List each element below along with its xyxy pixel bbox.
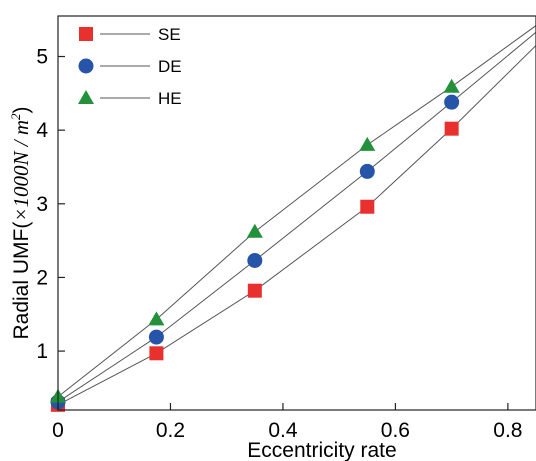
x-tick-label: 0.8 xyxy=(493,419,522,442)
legend-marker-he xyxy=(78,90,94,104)
plot-markers xyxy=(50,78,460,412)
legend-label-de: DE xyxy=(158,57,182,76)
plot-lines xyxy=(57,25,536,406)
legend-label-se: SE xyxy=(158,25,181,44)
y-axis-title-exponent: 2 xyxy=(8,113,23,120)
data-point-se xyxy=(360,199,375,214)
x-axis-title: Eccentricity rate xyxy=(247,439,396,461)
data-point-de xyxy=(148,329,164,345)
data-point-se xyxy=(149,346,164,361)
x-tick-label: 0.4 xyxy=(268,419,298,442)
x-axis-ticks: 0 0.2 0.4 0.6 0.8 xyxy=(52,403,522,442)
legend-marker-de xyxy=(78,58,94,74)
y-tick-label: 3 xyxy=(36,193,48,216)
data-point-de xyxy=(247,253,263,269)
y-tick-label: 4 xyxy=(36,119,48,142)
y-axis-title-slash: / xyxy=(9,135,33,151)
data-point-se xyxy=(444,121,459,136)
y-axis-title-unit-m: m xyxy=(9,120,33,135)
y-axis-title-factor: ×1000 xyxy=(9,165,33,222)
legend-marker-se xyxy=(79,27,93,41)
x-tick-label: 0.2 xyxy=(156,419,185,442)
series-line-se xyxy=(57,45,536,406)
data-point-he xyxy=(246,223,263,238)
y-axis-title-suffix: ) xyxy=(10,106,33,113)
y-axis-ticks: 1 2 3 4 5 xyxy=(36,46,65,363)
y-axis-title-prefix: Radial UMF( xyxy=(10,222,33,340)
x-tick-label: 0 xyxy=(52,419,64,442)
x-tick-label: 0.6 xyxy=(381,419,410,442)
y-tick-label: 1 xyxy=(36,340,48,363)
data-point-he xyxy=(443,78,460,93)
plot-frame xyxy=(57,15,536,411)
series-line-de xyxy=(57,31,536,403)
legend-label-he: HE xyxy=(158,89,182,108)
data-point-se xyxy=(247,283,262,298)
data-point-de xyxy=(444,94,460,110)
legend: SE DE HE xyxy=(78,25,182,108)
y-tick-label: 2 xyxy=(36,266,48,289)
data-point-he xyxy=(148,311,165,326)
y-axis-title: Radial UMF(×1000N / m2) xyxy=(8,106,33,339)
y-tick-label: 5 xyxy=(36,46,48,69)
data-point-he xyxy=(359,136,376,151)
data-point-de xyxy=(359,163,375,179)
series-line-he xyxy=(57,25,536,398)
y-axis-title-unit-n: N xyxy=(9,151,33,167)
